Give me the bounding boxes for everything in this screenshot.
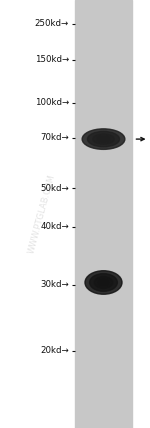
Ellipse shape [85,271,122,294]
Text: 30kd→: 30kd→ [40,280,69,289]
Ellipse shape [90,273,117,291]
Bar [75,0,132,428]
Ellipse shape [98,279,109,286]
Ellipse shape [93,134,114,144]
Text: 150kd→: 150kd→ [35,55,69,65]
Ellipse shape [97,136,110,142]
Text: 20kd→: 20kd→ [40,346,69,356]
Text: 100kd→: 100kd→ [35,98,69,107]
Text: 50kd→: 50kd→ [40,184,69,193]
Ellipse shape [87,131,120,147]
Ellipse shape [82,129,125,149]
Text: 250kd→: 250kd→ [35,19,69,28]
Text: WWW.PTGLAB.COM: WWW.PTGLAB.COM [27,173,57,255]
Text: 70kd→: 70kd→ [40,133,69,143]
Ellipse shape [94,276,113,288]
Text: 40kd→: 40kd→ [40,222,69,232]
